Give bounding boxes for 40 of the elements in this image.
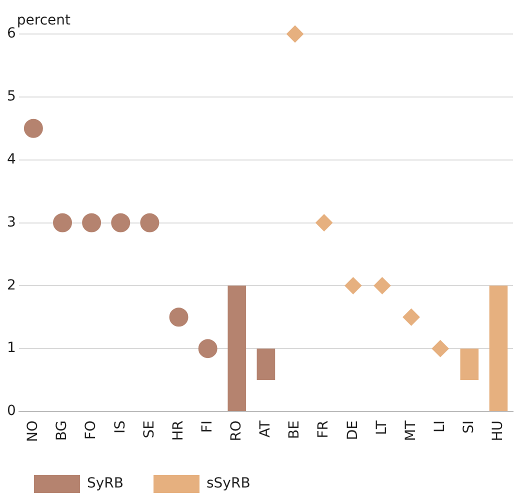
x-tick-label: DE bbox=[344, 420, 361, 440]
x-tick-label: NO bbox=[25, 420, 42, 442]
x-tick-label: HR bbox=[170, 420, 186, 441]
point bbox=[24, 118, 43, 138]
y-tick-label: 6 bbox=[6, 26, 16, 42]
x-tick-label: BE bbox=[286, 420, 303, 439]
x-tick-label: SI bbox=[461, 420, 478, 434]
point bbox=[111, 213, 130, 232]
point bbox=[82, 213, 102, 232]
x-tick-label: RO bbox=[228, 420, 245, 442]
x-tick-label: AT bbox=[258, 420, 274, 438]
legend-label: SyRB bbox=[87, 476, 124, 492]
point bbox=[53, 213, 72, 232]
x-tick-label: IS bbox=[112, 420, 128, 434]
x-tick-label: MT bbox=[402, 420, 419, 442]
x-tick-label: FI bbox=[199, 420, 216, 433]
x-tick-label: LT bbox=[374, 420, 390, 435]
x-tick-label: LI bbox=[432, 420, 448, 432]
point bbox=[344, 277, 362, 294]
x-tick-label: FO bbox=[83, 420, 100, 440]
point bbox=[286, 26, 304, 42]
x-tick-label: BG bbox=[54, 420, 70, 441]
y-tick-label: 0 bbox=[6, 403, 16, 420]
point bbox=[198, 339, 218, 358]
x-tick-label: FR bbox=[316, 420, 332, 438]
y-tick-label: 4 bbox=[6, 151, 16, 168]
x-tick-label: SE bbox=[141, 420, 158, 438]
point bbox=[402, 308, 420, 326]
point bbox=[432, 340, 449, 358]
y-tick-label: 2 bbox=[6, 277, 16, 294]
point bbox=[140, 213, 160, 232]
y-tick-label: 5 bbox=[6, 88, 16, 105]
y-tick-label: 3 bbox=[6, 214, 16, 230]
y-axis-title: percent bbox=[16, 12, 72, 29]
x-tick-label: HU bbox=[490, 420, 506, 442]
legend-label: sSyRB bbox=[206, 476, 250, 492]
point bbox=[374, 277, 391, 294]
point bbox=[316, 214, 333, 232]
point bbox=[169, 308, 188, 327]
y-tick-label: 1 bbox=[6, 340, 16, 356]
